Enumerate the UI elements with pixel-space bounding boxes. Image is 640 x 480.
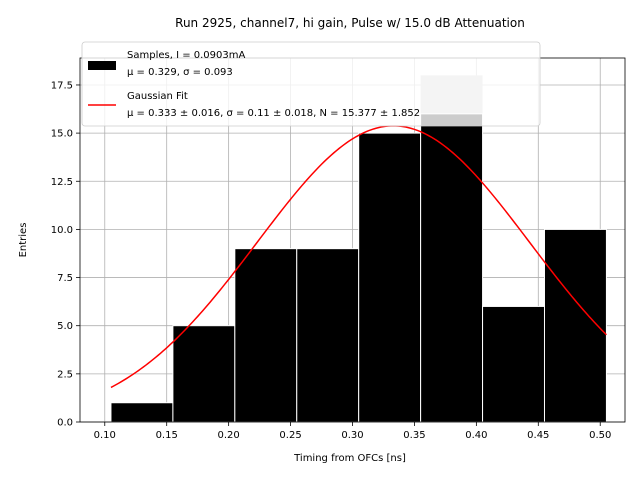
y-axis-label: Entries (18, 223, 29, 258)
chart-title: Run 2925, channel7, hi gain, Pulse w/ 15… (175, 16, 525, 30)
x-tick-label: 0.35 (403, 430, 425, 441)
y-tick-label: 7.5 (57, 273, 73, 284)
x-axis-ticks: 0.10 0.15 0.20 0.25 0.30 0.35 0.40 0.45 0.50 (94, 422, 611, 441)
histogram-bar (234, 248, 298, 423)
histogram-bar (420, 113, 484, 423)
histogram-bars (110, 113, 607, 423)
histogram-bar (358, 132, 422, 423)
histogram-bar (482, 305, 545, 423)
x-tick-label: 0.40 (465, 430, 487, 441)
legend: Samples, I = 0.0903mA μ = 0.329, σ = 0.0… (81, 41, 541, 127)
x-tick-label: 0.25 (279, 430, 301, 441)
histogram-bar (296, 248, 360, 423)
gaussian-fit-curve (110, 125, 607, 389)
x-tick-label: 0.45 (527, 430, 549, 441)
x-tick-label: 0.15 (156, 430, 178, 441)
x-tick-label: 0.30 (341, 430, 363, 441)
y-tick-label: 15.0 (51, 129, 73, 140)
y-axis-ticks: 0.0 2.5 5.0 7.5 10.0 12.5 15.0 17.5 (51, 80, 80, 429)
x-tick-label: 0.20 (218, 430, 240, 441)
legend-box (81, 41, 541, 127)
x-tick-label: 0.10 (94, 430, 116, 441)
legend-fit-label: Gaussian Fit (127, 91, 188, 102)
histogram-bar (172, 325, 236, 423)
y-tick-label: 0.0 (57, 418, 73, 429)
x-tick-label: 0.50 (589, 430, 611, 441)
legend-samples-label: Samples, I = 0.0903mA (127, 50, 245, 61)
y-tick-label: 2.5 (57, 369, 73, 380)
histogram-bar (543, 228, 607, 423)
y-tick-label: 5.0 (57, 321, 73, 332)
y-tick-label: 17.5 (51, 80, 73, 91)
x-axis-label: Timing from OFCs [ns] (293, 453, 406, 464)
legend-samples-stats: μ = 0.329, σ = 0.093 (127, 67, 233, 78)
legend-fit-stats: μ = 0.333 ± 0.016, σ = 0.11 ± 0.018, N =… (127, 108, 420, 119)
y-tick-label: 12.5 (51, 177, 73, 188)
legend-samples-swatch (88, 61, 116, 70)
y-tick-label: 10.0 (51, 225, 73, 236)
histogram-bar (110, 402, 174, 423)
